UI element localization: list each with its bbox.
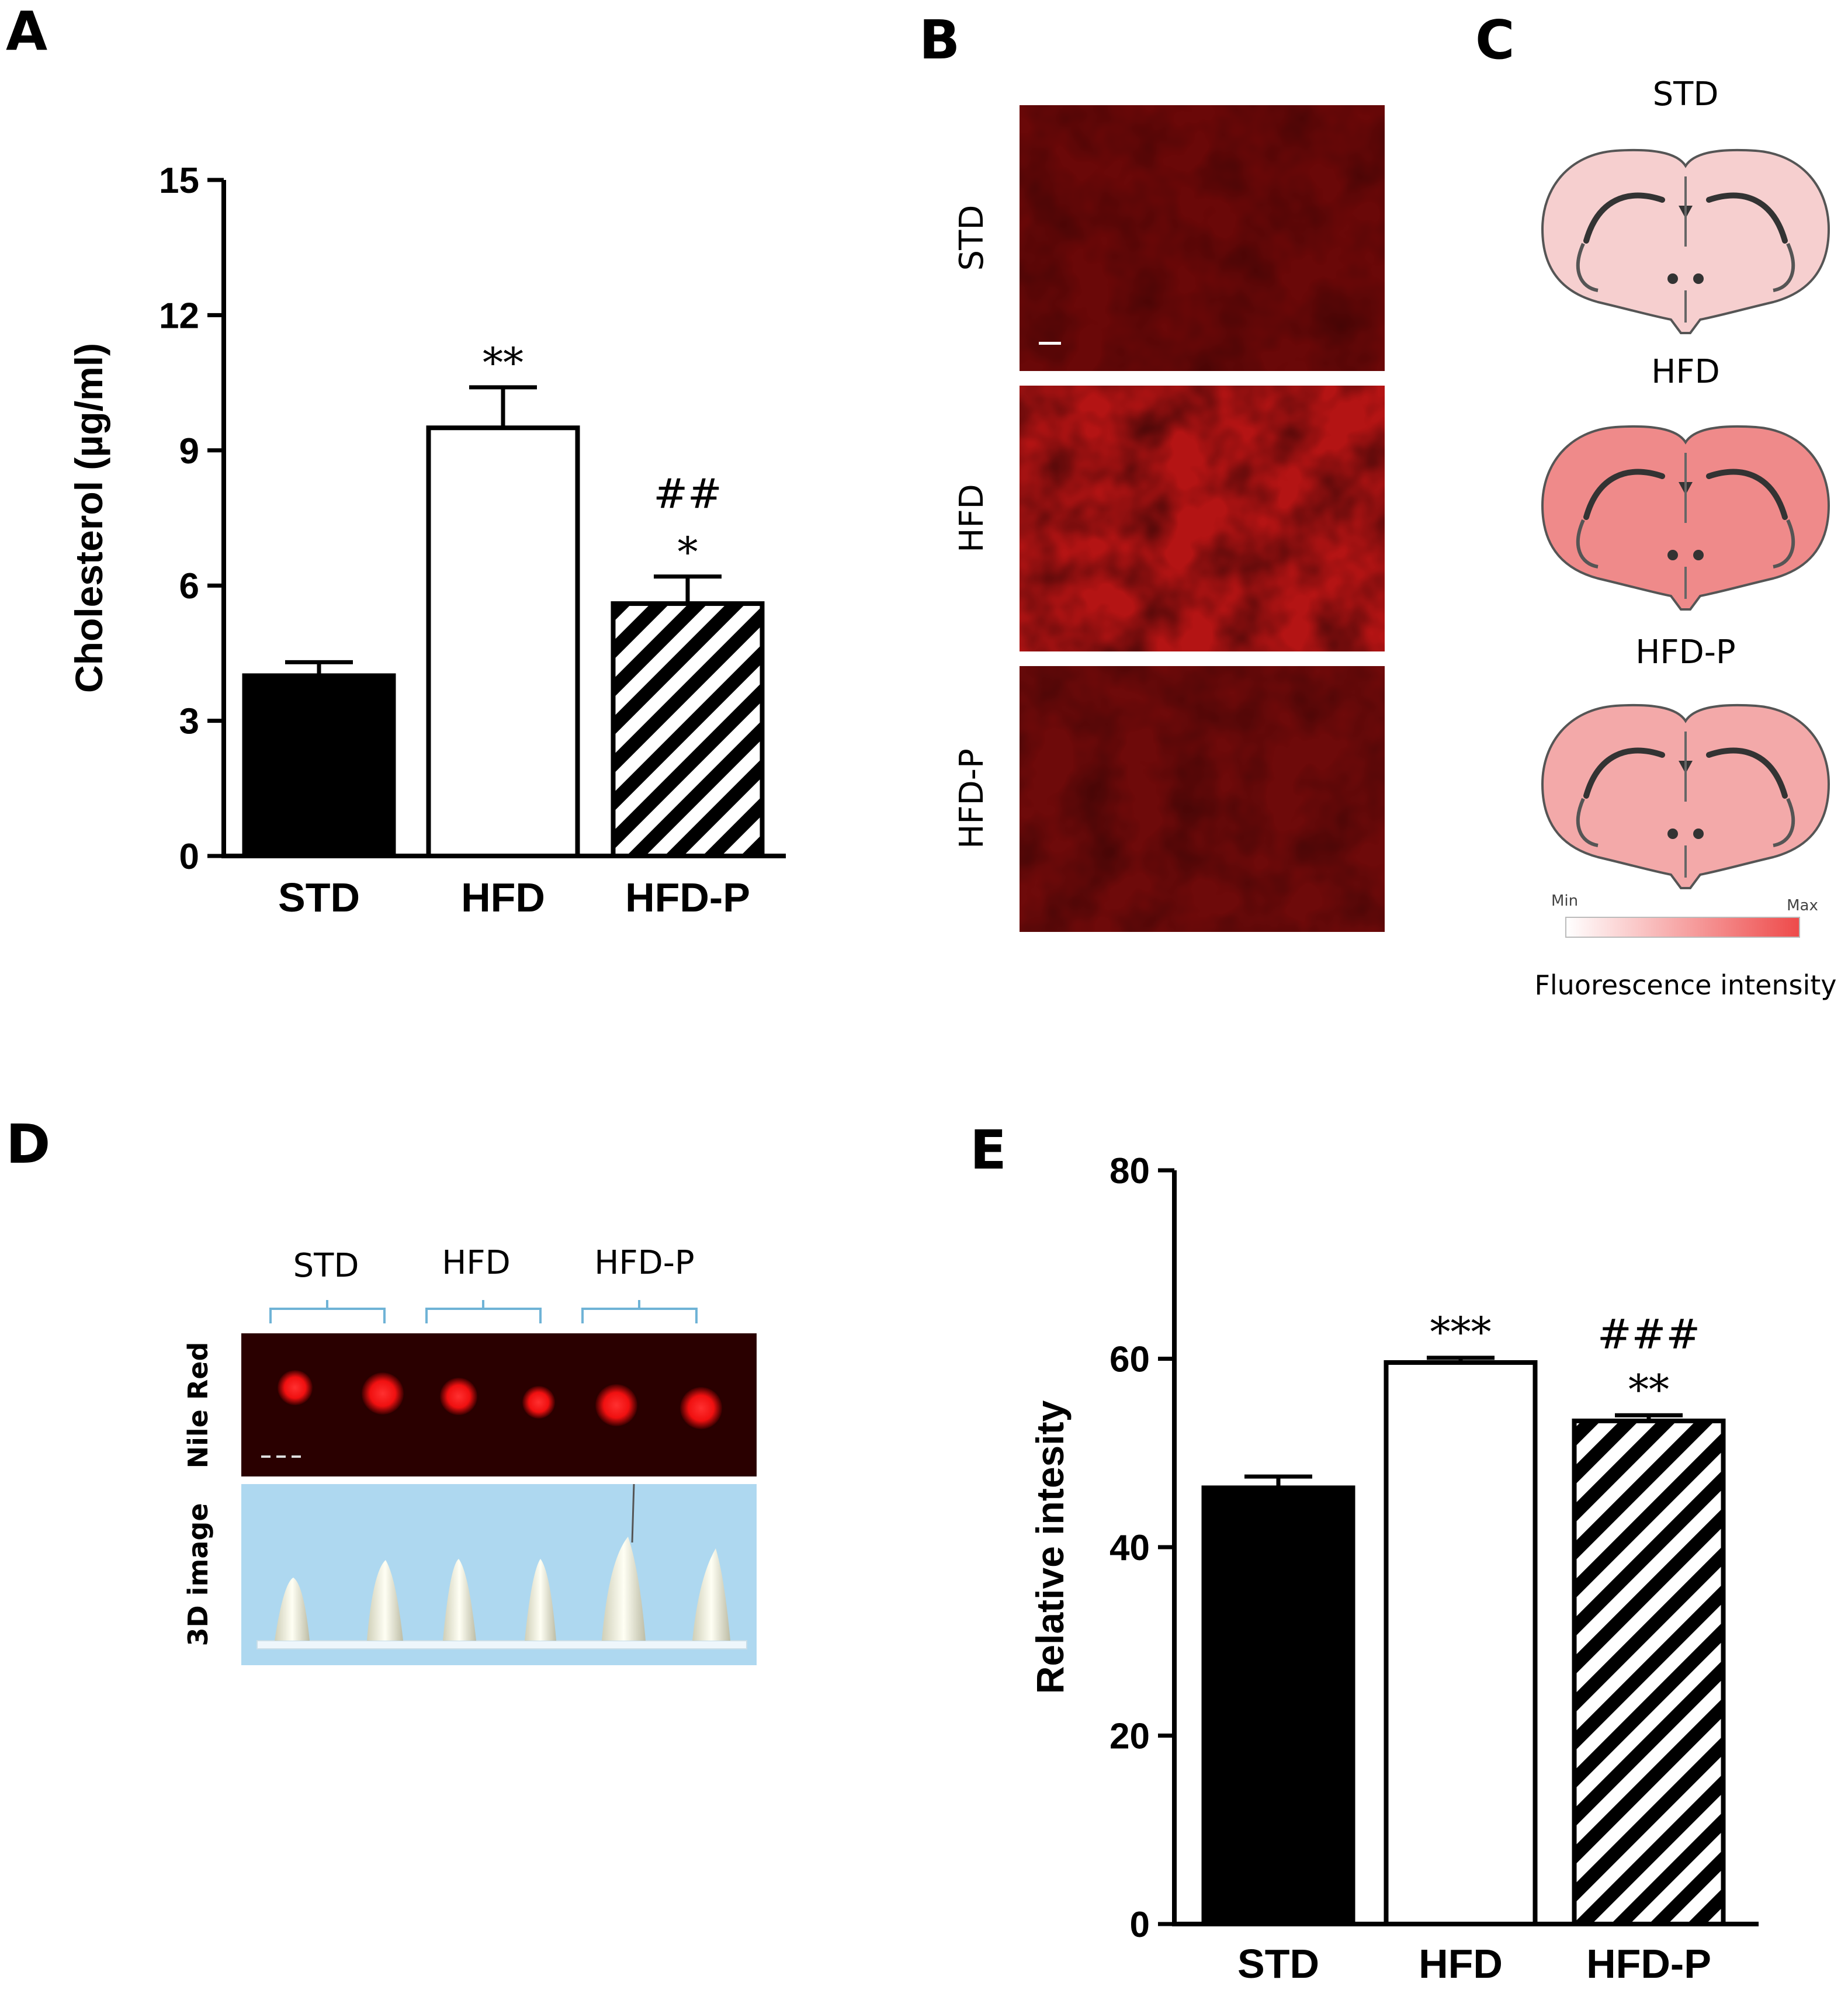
panel-letter-b: B xyxy=(919,9,960,71)
bracket-hfd xyxy=(425,1300,542,1323)
3d-image-panel xyxy=(241,1484,757,1665)
scale-bar xyxy=(1039,342,1061,345)
panel-d: STD HFD HFD-P Nile Red 3D image xyxy=(182,1244,757,1665)
brain-hfd xyxy=(1541,425,1830,611)
peak-2 xyxy=(367,1560,403,1641)
y-tick-label: 15 xyxy=(159,161,199,201)
brain-dot xyxy=(1667,829,1678,839)
bar-hfd-p xyxy=(611,601,765,858)
y-tick-label: 9 xyxy=(179,431,199,472)
micrograph-hfdp-texture xyxy=(1020,666,1385,932)
group-label-std: STD xyxy=(293,1247,359,1285)
y-tick-label: 40 xyxy=(1110,1528,1150,1568)
x-category-label: HFD-P xyxy=(1586,1941,1711,1987)
panel-letter-e: E xyxy=(970,1119,1007,1181)
brain-ventricle xyxy=(1583,469,1788,520)
spot-3 xyxy=(440,1378,477,1415)
bar-hfd xyxy=(1384,1360,1538,1926)
spot-1 xyxy=(278,1370,313,1405)
brain-std xyxy=(1541,148,1830,334)
brain-dot xyxy=(1693,273,1704,284)
bar-std xyxy=(242,673,396,858)
significance-marker: * xyxy=(678,528,698,576)
micrograph-std-texture xyxy=(1020,105,1385,371)
panel-c: STD HFD HFD-P Min Max Fluorescence inten… xyxy=(1534,75,1836,1001)
brain-dot xyxy=(1693,550,1704,560)
peak-1 xyxy=(275,1578,310,1641)
brain-label-hfd: HFD xyxy=(1651,353,1719,391)
brain-hippocampus xyxy=(1576,519,1795,569)
brain-label-hfdp: HFD-P xyxy=(1635,633,1735,671)
peak-4 xyxy=(525,1559,556,1641)
peak-5 xyxy=(602,1537,646,1641)
y-tick-label: 20 xyxy=(1110,1717,1150,1757)
bar-hfd-p xyxy=(1572,1418,1726,1927)
peak-3 xyxy=(443,1559,476,1641)
row-label-3d-image: 3D image xyxy=(182,1503,214,1646)
scale-min-label: Min xyxy=(1551,892,1578,910)
group-label-hfdp: HFD-P xyxy=(594,1244,694,1282)
brain-label-std: STD xyxy=(1653,75,1719,113)
x-category-label: HFD-P xyxy=(625,875,750,920)
peak-6 xyxy=(692,1548,730,1641)
spot-5 xyxy=(595,1384,637,1426)
intensity-scale-bar xyxy=(1565,917,1800,938)
chart-e: 0 20 40 60 80 Relative intesity STD HFD *** HFD-P… xyxy=(1028,1151,1759,1987)
bracket-hfdp xyxy=(581,1300,698,1323)
x-category-label: STD xyxy=(278,875,360,920)
bracket-std xyxy=(269,1300,386,1323)
micrograph-hfd-texture xyxy=(1020,386,1385,651)
x-category-label: HFD xyxy=(1419,1941,1503,1987)
panel-letter-d: D xyxy=(6,1113,50,1176)
scale-title: Fluorescence intensity xyxy=(1534,969,1836,1001)
panel-b: STD HFD HFD-P xyxy=(953,105,1385,932)
y-tick-label: 80 xyxy=(1110,1151,1150,1191)
row-label-hfdp: HFD-P xyxy=(953,748,991,848)
y-tick-label: 60 xyxy=(1110,1340,1150,1380)
panel-letter-c: C xyxy=(1475,9,1515,71)
peak-spike xyxy=(631,1483,635,1543)
row-label-std: STD xyxy=(953,205,991,271)
y-tick-label: 12 xyxy=(159,296,199,336)
group-label-hfd: HFD xyxy=(442,1244,510,1282)
y-axis-label: Relative intesity xyxy=(1028,1400,1072,1694)
scale-max-label: Max xyxy=(1787,897,1818,914)
row-label-nile-red: Nile Red xyxy=(182,1342,214,1469)
x-category-label: HFD xyxy=(461,875,545,920)
brain-hippocampus xyxy=(1576,798,1795,847)
brain-dot xyxy=(1667,550,1678,560)
brain-ventricle xyxy=(1583,747,1788,799)
3d-baseline xyxy=(256,1640,747,1649)
y-tick-label: 0 xyxy=(179,837,199,877)
spot-4 xyxy=(522,1386,555,1419)
significance-marker: ### xyxy=(1597,1310,1700,1358)
significance-marker: ** xyxy=(1628,1365,1669,1413)
brain-hippocampus xyxy=(1576,242,1795,292)
chart-a: 0 3 6 9 12 15 Cholesterol (µg/ml) STD HFD ** HFD-P… xyxy=(67,161,786,920)
brain-ventricle xyxy=(1583,192,1788,244)
y-axis-label: Cholesterol (µg/ml) xyxy=(67,343,110,693)
bar-std xyxy=(1201,1485,1355,1927)
spot-2 xyxy=(362,1372,404,1415)
bar-hfd xyxy=(426,425,580,858)
significance-marker: ## xyxy=(653,470,722,518)
nile-red-blot xyxy=(241,1333,757,1476)
y-tick-label: 0 xyxy=(1130,1905,1150,1945)
x-category-label: STD xyxy=(1237,1941,1319,1987)
spot-6 xyxy=(680,1387,722,1429)
panel-letter-a: A xyxy=(6,0,47,63)
y-tick-label: 3 xyxy=(179,702,199,742)
brain-dot xyxy=(1667,273,1678,284)
row-label-hfd: HFD xyxy=(953,484,991,552)
brain-dot xyxy=(1693,829,1704,839)
brain-hfdp xyxy=(1541,703,1830,889)
y-tick-label: 6 xyxy=(179,566,199,606)
significance-marker: *** xyxy=(1430,1308,1492,1356)
significance-marker: ** xyxy=(483,339,523,387)
